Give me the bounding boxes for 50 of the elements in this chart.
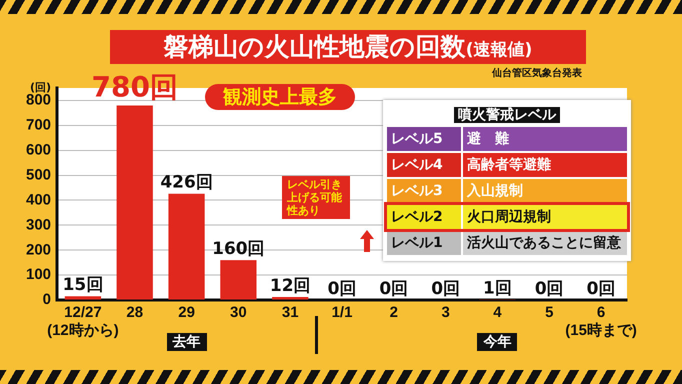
y-tick-label: 200: [26, 241, 52, 258]
data-label: 0回: [379, 278, 408, 299]
chart-subtitle: (速報値): [466, 40, 532, 60]
bar: [220, 260, 257, 300]
annotation: レベル3: [387, 179, 463, 203]
x-tick-label: 6 (15時まで): [565, 304, 637, 340]
x-tick-label: 30: [230, 304, 247, 322]
annotation: レベル1: [387, 231, 463, 255]
annotation: 高齢者等避難: [463, 153, 627, 177]
data-label: 0回: [328, 278, 356, 299]
x-tick-label: 5: [545, 304, 554, 322]
annotation: レベル4: [387, 153, 463, 177]
y-tick-label: 300: [26, 216, 52, 234]
data-label: 0回: [586, 278, 616, 299]
bar: [168, 194, 205, 300]
y-tick-label: 600: [26, 141, 52, 158]
data-label: 0回: [431, 278, 460, 299]
y-tick-label: 500: [26, 166, 52, 184]
y-tick-label: 100: [26, 266, 52, 284]
y-tick-label: 700: [26, 116, 52, 134]
annotation: 入山規制: [463, 179, 627, 203]
x-tick-label: 1/1: [332, 304, 352, 322]
data-label: 160回: [212, 239, 265, 260]
annotation: 噴火警戒レベル: [454, 107, 560, 123]
annotation: レベル2: [387, 205, 463, 229]
x-tick-label: 4: [493, 304, 502, 322]
data-label: 426回: [160, 172, 213, 193]
data-label: 15回: [62, 275, 104, 296]
annotation: レベル引き上げる可能性あり: [282, 176, 350, 219]
annotation: レベル5: [387, 127, 463, 151]
y-tick-label: 800: [26, 92, 52, 109]
text: 今年: [477, 333, 518, 351]
text: 去年: [166, 333, 207, 351]
bar: [64, 296, 102, 300]
annotation: 観測史上最多: [205, 84, 355, 110]
annotation: 活火山であることに留意: [463, 231, 627, 255]
data-label: 0回: [534, 278, 564, 299]
x-tick-label: 31: [282, 304, 299, 322]
annotation: 火口周辺規制: [463, 205, 627, 229]
x-tick-label: 3: [441, 304, 450, 322]
annotation: 避 難: [463, 127, 627, 151]
x-tick-label: 28: [126, 304, 144, 322]
data-label: 1回: [483, 278, 512, 299]
text: 仙台管区気象台発表: [492, 66, 582, 80]
data-label: 12回: [270, 276, 311, 296]
bar: [116, 105, 153, 300]
x-tick-label: 29: [178, 304, 195, 322]
y-axis-title: (回): [30, 80, 52, 94]
x-tick-label: 2: [390, 304, 398, 322]
y-tick-label: 400: [26, 191, 52, 208]
